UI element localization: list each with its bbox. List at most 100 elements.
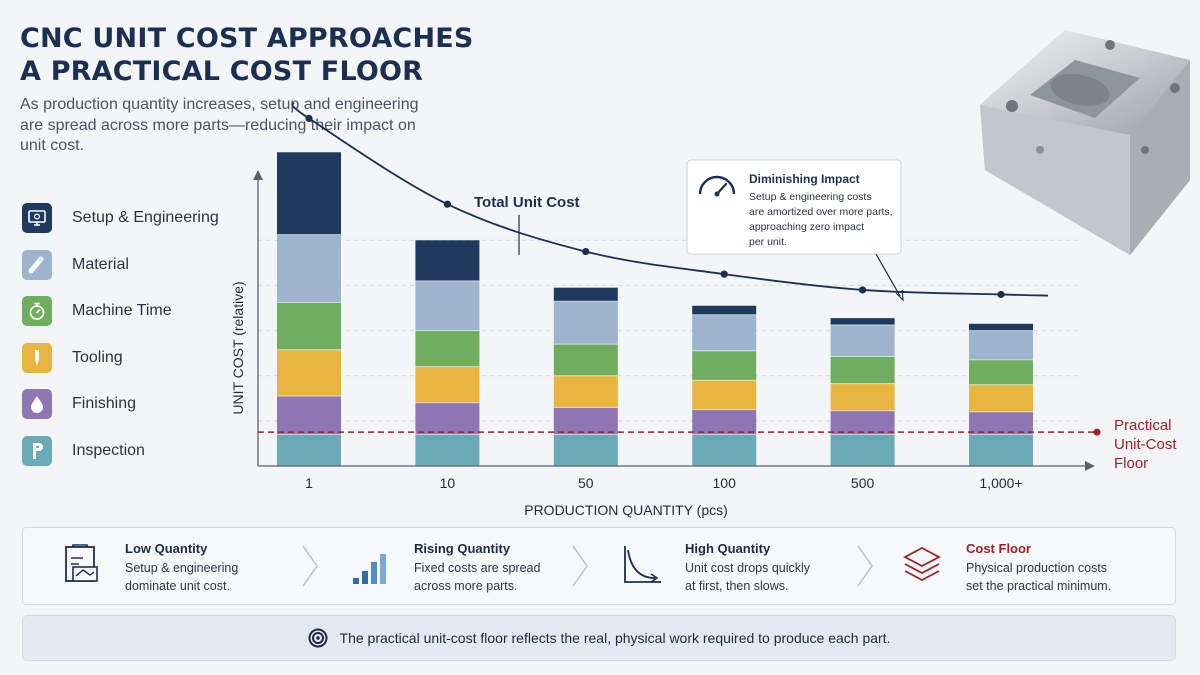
layers-icon <box>903 546 941 582</box>
floor-label-line1: Practical <box>1114 417 1172 434</box>
title-line-1: CNC UNIT COST APPROACHES <box>20 23 474 54</box>
stage-desc-line: at first, then slows. <box>685 579 789 593</box>
x-tick-label: 1 <box>305 475 313 491</box>
decay-curve-icon <box>624 546 661 583</box>
bar-segment <box>415 434 480 466</box>
bar-segment <box>969 411 1033 435</box>
bar-segment <box>692 434 757 466</box>
bar-segment <box>415 240 480 281</box>
bar-segment <box>553 407 618 435</box>
bar-segment <box>692 350 757 381</box>
stage-desc-line: across more parts. <box>414 579 518 593</box>
title-line-2: A PRACTICAL COST FLOOR <box>20 56 424 87</box>
bar-segment <box>969 434 1033 466</box>
bar-segment <box>553 375 618 408</box>
chevron-right-icon <box>572 545 588 587</box>
bar-segment <box>415 366 480 403</box>
bar-segment <box>969 384 1033 412</box>
bar-segment <box>415 330 480 367</box>
bar-segment <box>277 349 341 397</box>
legend-label: Inspection <box>72 441 145 459</box>
gauge-tool-icon <box>22 435 52 466</box>
stage-title: High Quantity <box>685 541 771 556</box>
x-tick-labels: 1 10 50 100 500 1,000+ <box>305 475 1023 491</box>
legend-label: Setup & Engineering <box>72 209 219 226</box>
legend-label: Tooling <box>72 348 123 366</box>
tool-bit-icon <box>22 342 52 373</box>
callout-arrow-head <box>895 289 904 302</box>
diminishing-impact-callout: Diminishing Impact Setup & engineering c… <box>686 159 904 302</box>
monitor-icon <box>22 203 52 233</box>
floor-label-line2: Unit-Cost <box>1114 436 1177 453</box>
bar-segment <box>277 396 341 435</box>
y-axis-label: UNIT COST (relative) <box>230 281 246 414</box>
stage-desc-line: Setup & engineering <box>125 561 239 575</box>
axes <box>253 170 1095 471</box>
bar-segment <box>969 323 1033 331</box>
callout-line1: Setup & engineering costs <box>749 191 872 203</box>
bar-segment <box>830 318 895 325</box>
bar-segment <box>553 344 618 376</box>
legend-item-tooling: Tooling <box>22 340 219 376</box>
bar-segment <box>692 409 757 435</box>
bar-segment <box>830 383 895 411</box>
bar-segment <box>830 434 895 466</box>
total-cost-point <box>859 286 867 294</box>
total-cost-point <box>997 290 1005 299</box>
bar-segment <box>553 287 618 302</box>
bar-segment <box>553 434 618 466</box>
bar-segment <box>830 324 895 357</box>
banner-text: The practical unit-cost floor reflects t… <box>339 630 891 646</box>
stage-desc-line: Physical production costs <box>966 561 1108 575</box>
droplet-icon <box>22 389 52 419</box>
callout-line2: are amortized over more parts, <box>749 206 893 218</box>
page-subtitle: As production quantity increases, setup … <box>20 96 419 154</box>
total-cost-point <box>443 200 451 208</box>
setup-sheet-icon <box>65 544 98 582</box>
total-cost-point <box>305 114 313 122</box>
callout-arrow <box>875 253 901 297</box>
bar-segment <box>277 234 341 303</box>
x-tick-label: 1,000+ <box>979 475 1022 491</box>
unit-cost-chart: 1 10 50 100 500 1,000+ PRODUCTION QUANTITY (p… <box>230 101 1177 518</box>
page-title: CNC UNIT COST APPROACHES A PRACTICAL COS… <box>20 22 474 88</box>
stage-desc-line: Unit cost drops quickly <box>685 561 811 575</box>
conclusion-banner: The practical unit-cost floor reflects t… <box>22 615 1176 661</box>
bar-segment <box>277 152 341 235</box>
cost-floor: Practical Unit-Cost Floor <box>258 417 1177 472</box>
bar-segment <box>830 356 895 384</box>
floor-marker <box>1093 428 1101 436</box>
stopwatch-icon <box>22 296 52 326</box>
stage-desc-line: dominate unit cost. <box>125 579 230 593</box>
stage-title: Low Quantity <box>125 541 208 556</box>
cost-legend: Setup & Engineering Material Machine Tim… <box>22 200 219 479</box>
stage-description: Fixed costs are spread across more parts… <box>414 559 574 595</box>
chevron-right-icon <box>857 545 873 587</box>
rising-bars-icon <box>353 554 386 584</box>
bar-segment <box>830 410 895 435</box>
legend-label: Finishing <box>72 395 137 412</box>
x-tick-label: 500 <box>851 475 875 491</box>
legend-item-setup: Setup & Engineering <box>22 200 219 236</box>
legend-item-finishing: Finishing <box>22 386 219 422</box>
stage-desc-line: set the practical minimum. <box>966 579 1112 593</box>
bar-segment <box>553 301 618 345</box>
stage-title: Cost Floor <box>966 541 1031 556</box>
total-cost-curve <box>291 101 1049 299</box>
bar-segment <box>415 402 480 435</box>
total-cost-point <box>720 270 728 278</box>
total-cost-point <box>582 247 590 256</box>
legend-label: Machine Time <box>72 302 172 319</box>
target-icon <box>308 628 328 648</box>
speedometer-icon <box>698 175 736 197</box>
bar-segment <box>969 330 1033 360</box>
stacked-bars <box>277 152 1033 466</box>
legend-item-inspection: Inspection <box>22 433 219 469</box>
bar-segment <box>277 302 341 350</box>
stage-title: Rising Quantity <box>414 541 511 556</box>
callout-box <box>686 159 902 255</box>
legend-item-material: Material <box>22 247 219 283</box>
stage-description: Physical production costs set the practi… <box>966 559 1166 595</box>
bar-segment <box>692 380 757 410</box>
quantity-stages: Low Quantity Setup & engineering dominat… <box>22 527 1176 605</box>
